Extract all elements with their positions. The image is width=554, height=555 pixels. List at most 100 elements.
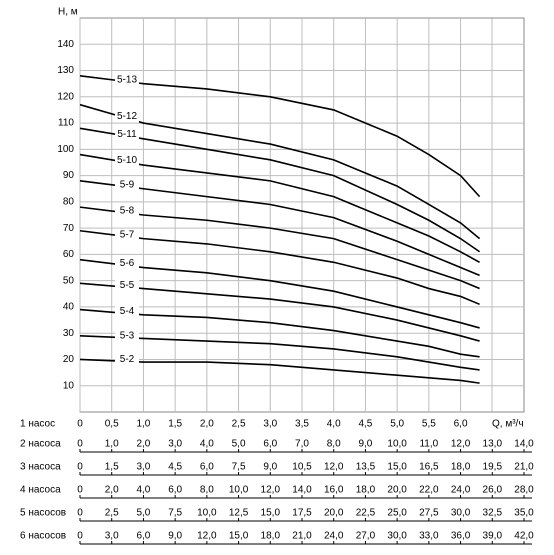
x-tick-label: 24,0 [324,531,344,542]
y-tick-label: 80 [63,197,75,208]
x-tick-label: 6,0 [136,531,150,542]
x-tick-label: 12,0 [324,462,344,473]
x-tick-label: 0 [77,419,83,430]
label-bg [115,110,139,123]
x-tick-label: 12,0 [261,485,281,496]
curve-label: 5-3 [120,330,135,341]
x-tick-label: 24,0 [451,485,471,496]
x-tick-label: 30,0 [387,531,407,542]
y-tick-label: 90 [63,170,75,181]
curve-label: 5-12 [117,111,137,122]
label-bg [115,205,139,218]
x-tick-label: 4,5 [358,419,372,430]
y-tick-label: 120 [57,91,74,102]
x-tick-label: 27,5 [419,508,439,519]
x-tick-label: 2,5 [105,508,119,519]
curve-label: 5-4 [120,306,135,317]
x-tick-label: 0,5 [105,419,119,430]
x-tick-label: 9,0 [168,531,182,542]
y-tick-label: 20 [63,354,75,365]
x-tick-label: 5,0 [232,439,246,450]
curve [79,153,480,263]
x-tick-label: 16,0 [324,485,344,496]
x-tick-label: 5,5 [422,419,436,430]
x-tick-label: 17,5 [292,508,312,519]
x-tick-label: 18,0 [356,485,376,496]
curve-label: 5-7 [120,229,135,240]
x-axis-label: Q, м³/ч [492,419,524,430]
x-tick-label: 0 [77,531,83,542]
curve [79,229,480,306]
curve-label: 5-2 [120,354,135,365]
y-tick-label: 30 [63,328,75,339]
curve [79,103,481,240]
label-bg [115,228,139,241]
x-tick-label: 6,0 [168,485,182,496]
x-tick-label: 12,0 [451,439,471,450]
x-tick-label: 0 [77,462,83,473]
curve-label: 5-8 [120,206,135,217]
curve [79,308,480,358]
x-tick-label: 26,0 [483,485,503,496]
x-tick-label: 5,0 [390,419,404,430]
label-bg [115,353,139,366]
x-tick-label: 9,0 [263,462,277,473]
curve [79,282,480,342]
x-tick-label: 0 [77,508,83,519]
x-tick-label: 42,0 [514,531,534,542]
x-tick-label: 1,0 [136,419,150,430]
x-tick-label: 32,5 [483,508,503,519]
x-tick-label: 4,5 [168,462,182,473]
label-bg [115,128,139,141]
x-tick-label: 1,0 [105,439,119,450]
x-tick-label: 28,0 [514,485,534,496]
x-tick-label: 2,0 [136,439,150,450]
x-tick-label: 15,0 [387,462,407,473]
x-tick-label: 18,0 [261,531,281,542]
x-tick-label: 10,0 [229,485,249,496]
x-tick-label: 35,0 [514,508,534,519]
x-tick-label: 6,0 [263,439,277,450]
x-tick-label: 3,0 [168,439,182,450]
x-tick-label: 3,0 [105,531,119,542]
x-tick-label: 6,0 [200,462,214,473]
curve [79,74,481,198]
x-tick-label: 3,5 [295,419,309,430]
x-tick-label: 1,5 [168,419,182,430]
x-tick-label: 14,0 [514,439,534,450]
curve [79,180,480,277]
x-tick-label: 16,5 [419,462,439,473]
y-tick-label: 100 [57,144,74,155]
x-tick-label: 7,5 [168,508,182,519]
y-tick-label: 140 [57,39,74,50]
curve [79,358,480,384]
label-bg [115,257,139,270]
label-bg [115,279,139,292]
x-tick-label: 25,0 [387,508,407,519]
x-tick-label: 27,0 [356,531,376,542]
x-tick-label: 7,0 [295,439,309,450]
curve [79,206,480,290]
x-tick-label: 14,0 [292,485,312,496]
x-tick-label: 10,0 [387,439,407,450]
label-bg [115,154,139,167]
x-tick-label: 12,0 [197,531,217,542]
label-bg [115,178,139,191]
x-tick-label: 12,5 [229,508,249,519]
x-tick-label: 0 [77,485,83,496]
y-tick-label: 110 [58,118,74,129]
curve-label: 5-6 [120,258,135,269]
x-tick-label: 2,0 [200,419,214,430]
x-tick-label: 20,0 [387,485,407,496]
x-tick-label: 4,0 [327,419,341,430]
pump-row-label: 4 насоса [20,485,61,496]
x-tick-label: 8,0 [327,439,341,450]
x-tick-label: 15,0 [229,531,249,542]
x-tick-label: 10,5 [292,462,312,473]
y-tick-label: 10 [63,380,75,391]
x-tick-label: 39,0 [483,531,503,542]
pump-row-label: 5 насосов [20,508,66,519]
x-tick-label: 10,0 [197,508,217,519]
y-tick-label: 60 [63,249,75,260]
x-tick-label: 11,0 [419,439,438,450]
